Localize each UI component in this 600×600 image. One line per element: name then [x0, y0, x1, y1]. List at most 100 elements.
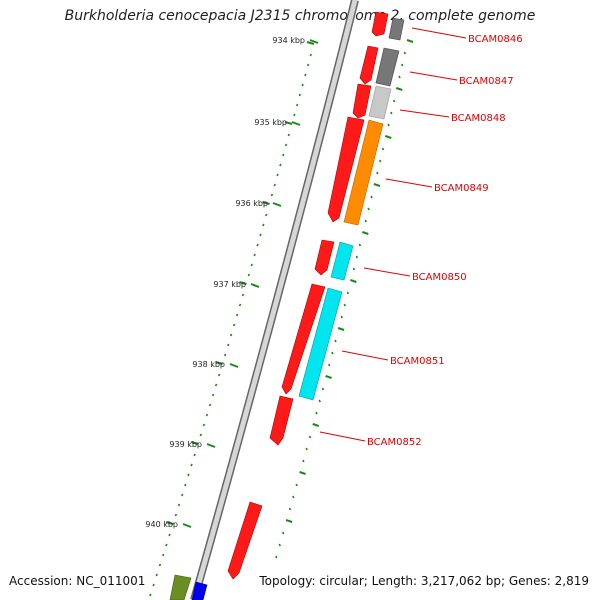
minor-tick	[364, 219, 367, 223]
minor-tick	[281, 531, 285, 535]
minor-tick	[308, 435, 312, 439]
minor-tick	[217, 373, 221, 377]
gene-leader-lines	[319, 27, 467, 442]
major-tick	[284, 121, 293, 125]
minor-tick	[284, 143, 288, 147]
cog-block	[388, 17, 405, 41]
minor-tick	[199, 433, 203, 437]
minor-tick	[390, 111, 393, 115]
minor-tick	[152, 583, 155, 587]
minor-tick	[214, 383, 218, 387]
cog-feature-lane	[298, 17, 405, 401]
minor-tick	[279, 163, 282, 167]
minor-tick	[247, 273, 251, 277]
minor-tick	[273, 183, 276, 187]
major-tick	[239, 281, 247, 285]
minor-tick	[275, 555, 278, 559]
cds-arrow	[352, 83, 372, 119]
gene-leader-line	[409, 71, 458, 81]
minor-tick	[306, 63, 310, 67]
major-tick	[165, 521, 174, 525]
minor-tick	[370, 195, 373, 199]
tick-label: 934 kbp	[272, 36, 305, 45]
minor-tick	[298, 93, 302, 97]
cog-block	[368, 85, 392, 120]
minor-tick	[262, 223, 265, 227]
minor-tick	[155, 573, 158, 577]
tick-label: 938 kbp	[192, 360, 225, 369]
minor-tick	[238, 303, 242, 307]
tick-label: 937 kbp	[213, 280, 246, 289]
cog-block	[191, 581, 208, 600]
minor-tick	[343, 303, 346, 307]
gene-label: BCAM0851	[390, 356, 445, 367]
major-tick	[272, 202, 282, 207]
gene-leader-line	[411, 27, 467, 39]
minor-tick	[259, 233, 262, 237]
minor-tick	[165, 543, 168, 547]
gene-label: BCAM0850	[412, 272, 467, 283]
minor-tick	[253, 253, 256, 257]
cog-block	[298, 287, 343, 401]
minor-tick	[235, 313, 239, 317]
minor-tick	[392, 99, 396, 103]
minor-tick	[358, 243, 362, 247]
minor-tick	[293, 113, 296, 117]
minor-tick	[232, 323, 236, 327]
cds-arrow	[269, 395, 294, 446]
minor-tick	[309, 53, 313, 57]
major-tick	[262, 201, 270, 205]
minor-tick	[241, 293, 245, 297]
accession-label: Accession: NC_011001	[9, 574, 146, 588]
minor-tick	[287, 133, 291, 137]
cds-feature-lane	[227, 11, 389, 580]
major-tick	[312, 423, 320, 427]
minor-tick	[288, 507, 292, 511]
cds-arrow	[314, 239, 335, 276]
minor-tick	[346, 291, 350, 295]
minor-tick	[264, 213, 268, 217]
minor-tick	[158, 563, 162, 567]
gene-label: BCAM0852	[367, 437, 422, 448]
minor-tick	[302, 459, 305, 463]
minor-tick	[340, 315, 343, 319]
cds-arrow	[281, 283, 326, 395]
minor-tick	[180, 493, 184, 497]
major-tick	[395, 87, 403, 91]
minor-tick	[190, 463, 193, 467]
gene-labels: BCAM0846 BCAM0847 BCAM0848 BCAM0849 BCAM0850…	[367, 34, 523, 448]
minor-tick	[205, 413, 209, 417]
gene-label: BCAM0847	[459, 76, 514, 87]
minor-tick	[202, 423, 206, 427]
cds-arrow	[371, 11, 389, 37]
tick-label: 935 kbp	[254, 118, 287, 127]
minor-tick	[305, 447, 308, 451]
minor-tick	[376, 171, 379, 175]
minor-tick	[229, 333, 233, 337]
major-tick	[229, 363, 239, 368]
major-tick	[215, 361, 223, 365]
minor-tick	[193, 453, 196, 457]
minor-tick	[355, 255, 359, 259]
tick-labels: 934 kbp 935 kbp 936 kbp 937 kbp 938 kbp 939 k…	[145, 36, 319, 529]
minor-tick	[315, 411, 318, 415]
major-tick	[182, 523, 192, 528]
minor-tick	[211, 393, 215, 397]
major-tick	[361, 231, 369, 235]
minor-tick	[331, 351, 334, 355]
minor-tick	[318, 399, 321, 403]
minor-tick	[378, 159, 382, 163]
minor-tick	[301, 83, 304, 87]
cog-block	[169, 574, 192, 600]
minor-tick	[250, 263, 253, 267]
gene-leader-line	[385, 178, 433, 188]
minor-tick	[226, 343, 230, 347]
minor-tick	[281, 153, 285, 157]
tick-label: 940 kbp	[145, 520, 178, 529]
major-tick	[406, 39, 414, 43]
major-tick	[206, 443, 216, 448]
major-tick	[337, 327, 345, 331]
major-tick	[306, 41, 315, 45]
map-title: Burkholderia cenocepacia J2315 chromosom…	[64, 8, 536, 24]
